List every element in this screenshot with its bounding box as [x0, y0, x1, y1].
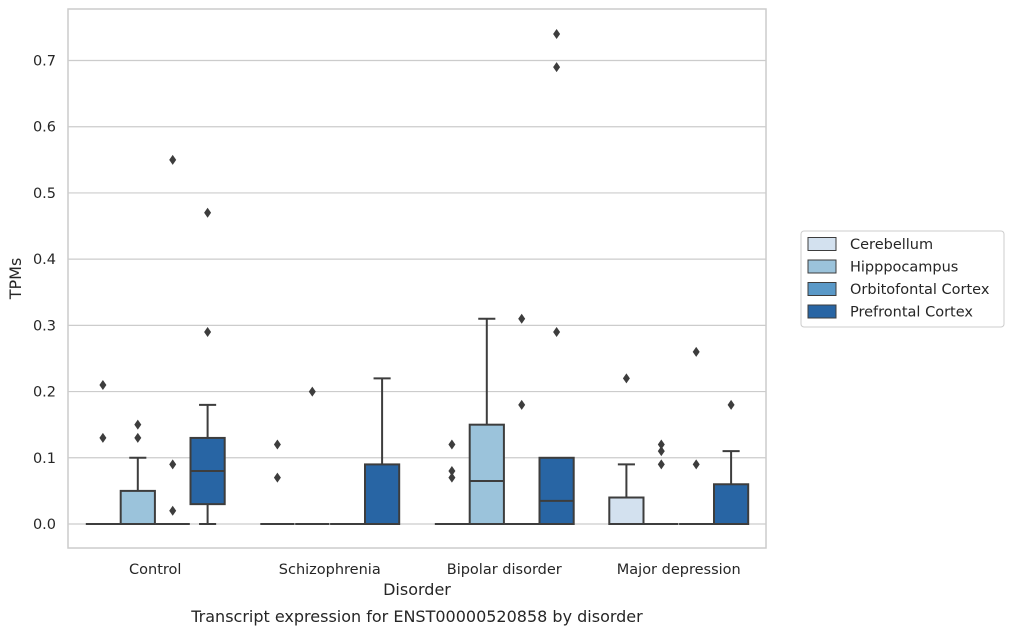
outlier-point [448, 466, 456, 477]
outlier-point [273, 472, 281, 483]
legend-label: Cerebellum [850, 237, 933, 253]
y-tick-label: 0.5 [33, 186, 56, 202]
box-hipppocampus [468, 317, 505, 525]
outlier-point [553, 29, 561, 40]
legend-label: Orbitofontal Cortex [850, 282, 990, 298]
box-hipppocampus [644, 439, 679, 525]
box-cerebellum [434, 439, 470, 525]
box-hipppocampus [119, 419, 156, 525]
outlier-point [169, 154, 177, 165]
box-orbitofontal-cortex [504, 313, 539, 525]
box-prefrontal-cortex [538, 29, 575, 525]
box-prefrontal-cortex [712, 399, 750, 525]
outlier-point [692, 459, 700, 470]
outlier-point [657, 439, 665, 450]
y-tick-label: 0.2 [33, 385, 56, 401]
y-axis-title: TPMs [6, 258, 25, 301]
outlier-point [99, 379, 107, 390]
boxes [85, 29, 750, 525]
legend-swatch [807, 282, 837, 296]
y-tick-label: 0.1 [33, 451, 56, 467]
outlier-point [204, 207, 212, 218]
outlier-point [518, 313, 526, 324]
legend-label: Prefrontal Cortex [850, 305, 973, 321]
legend: Cerebellum Hipppocampus Orbitofontal Corte… [800, 230, 1005, 328]
outlier-point [134, 432, 142, 443]
x-tick-labels: Control Schizophrenia Bipolar disorder Majo… [129, 562, 741, 578]
outlier-point [273, 439, 281, 450]
outlier-point [657, 446, 665, 457]
plot-area-frame [67, 8, 767, 549]
chart-caption: Transcript expression for ENST0000052085… [190, 607, 643, 626]
y-tick-label: 0.7 [33, 54, 56, 70]
x-tick-label: Bipolar disorder [447, 562, 562, 578]
outlier-point [448, 472, 456, 483]
box-cerebellum [608, 373, 645, 525]
box-cerebellum [260, 439, 295, 525]
x-axis-title: Disorder [383, 580, 451, 599]
outlier-point [169, 505, 177, 516]
x-tick-label: Control [129, 562, 181, 578]
y-tick-label: 0.4 [33, 252, 56, 268]
outlier-point [518, 399, 526, 410]
box-iqr [363, 463, 401, 525]
box-orbitofontal-cortex [679, 346, 714, 525]
x-tick-label: Major depression [617, 562, 741, 578]
gridlines [68, 59, 766, 525]
box-iqr [608, 496, 645, 525]
outlier-point [448, 439, 456, 450]
outlier-point [169, 459, 177, 470]
box-prefrontal-cortex [363, 377, 401, 525]
box-iqr [712, 483, 750, 525]
legend-swatch [807, 237, 837, 251]
outlier-point [134, 419, 142, 430]
legend-frame [800, 230, 1005, 328]
legend-swatch [807, 304, 837, 319]
outlier-point [204, 326, 212, 337]
legend-label: Hipppocampus [850, 260, 958, 276]
outlier-point [308, 386, 316, 397]
outlier-point [622, 373, 630, 384]
legend-swatch [807, 259, 837, 274]
y-tick-label: 0.6 [33, 120, 56, 136]
outlier-point [727, 399, 735, 410]
outlier-point [553, 326, 561, 337]
box-cerebellum [85, 379, 121, 525]
box-hipppocampus [295, 386, 330, 525]
y-tick-label: 0.3 [33, 318, 56, 334]
outlier-point [657, 459, 665, 470]
outlier-point [553, 62, 561, 73]
box-prefrontal-cortex [189, 207, 226, 525]
box-iqr [468, 423, 505, 525]
outlier-point [99, 432, 107, 443]
y-tick-labels: 0.0 0.1 0.2 0.3 0.4 0.5 0.6 0.7 [33, 54, 56, 534]
box-iqr [538, 456, 575, 525]
x-tick-label: Schizophrenia [279, 562, 381, 578]
box-iqr [119, 489, 156, 525]
y-tick-label: 0.0 [33, 517, 56, 533]
box-orbitofontal-cortex [155, 154, 190, 525]
outlier-point [692, 346, 700, 357]
